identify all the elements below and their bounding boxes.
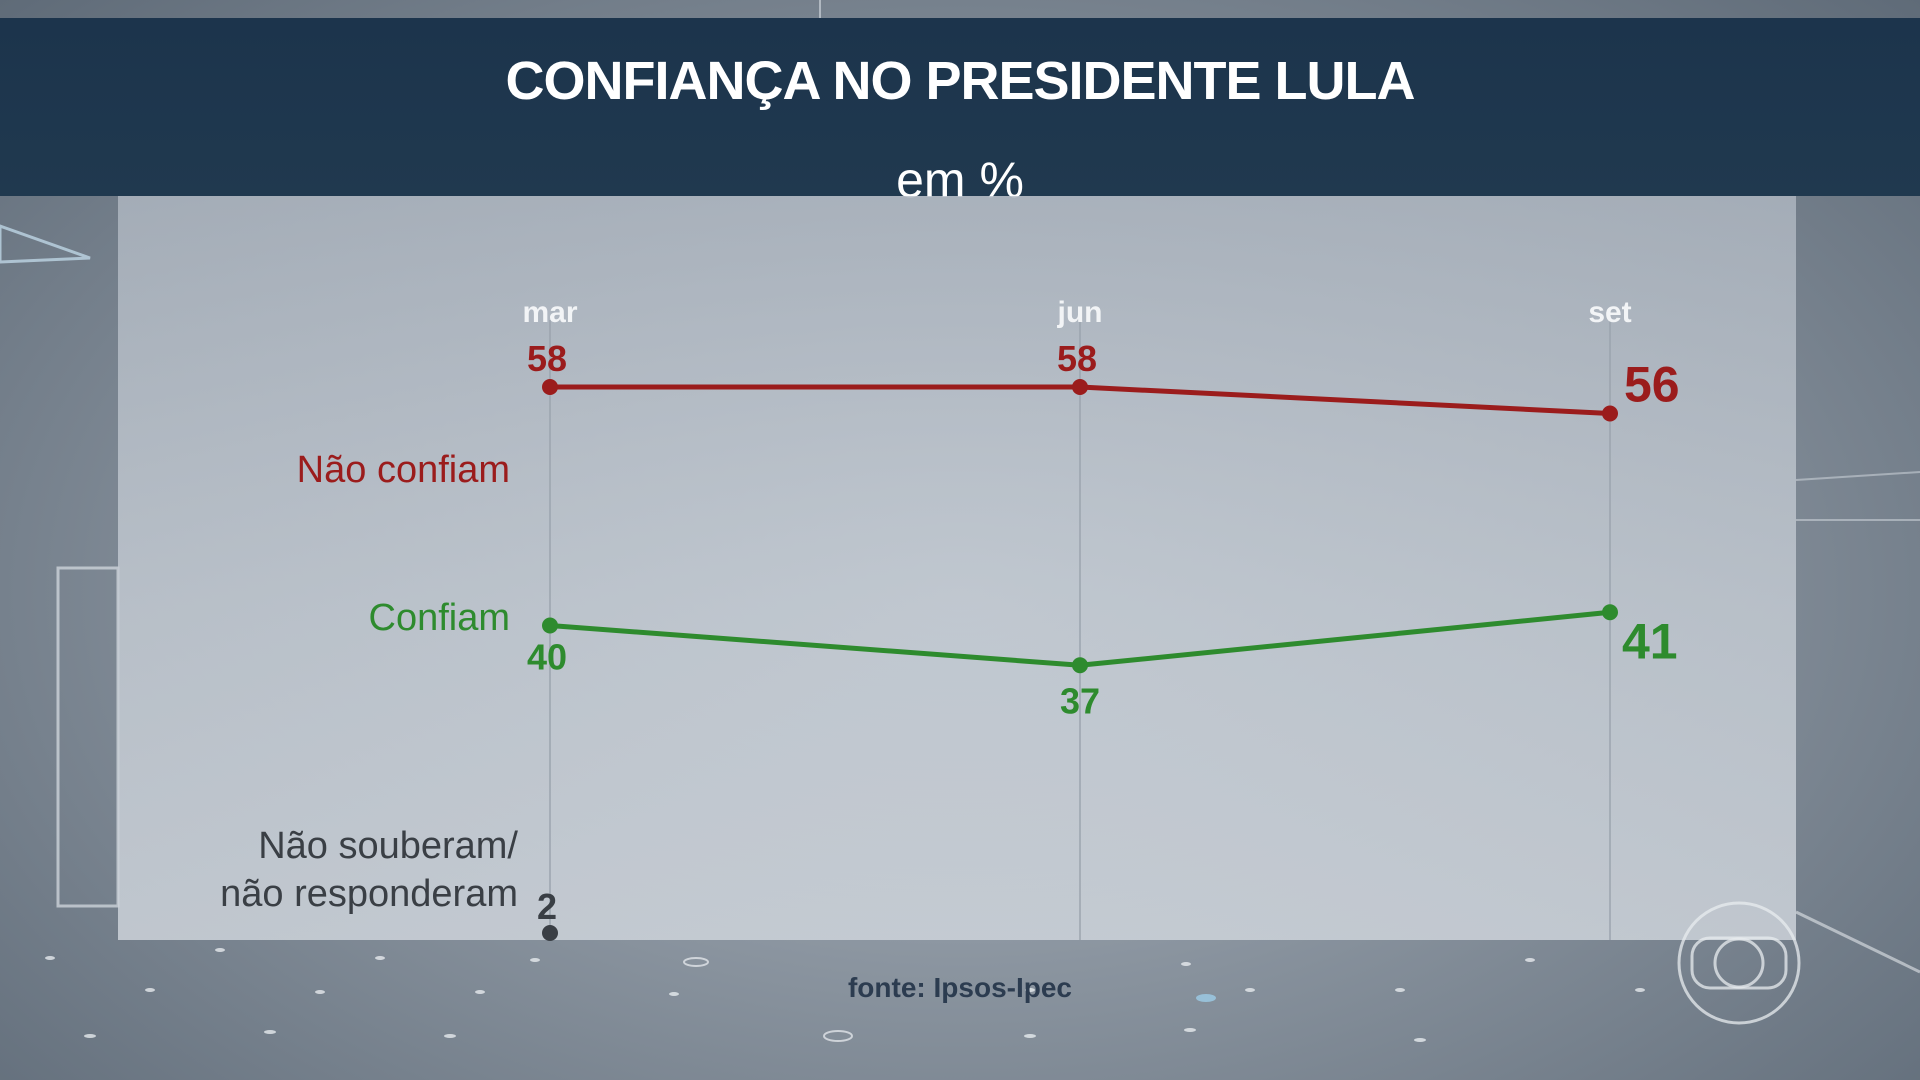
series-label-nao-confiam: Não confiam xyxy=(297,449,510,491)
tick-label-mar: mar xyxy=(522,296,577,329)
series-lines xyxy=(542,379,1618,941)
data-label-nao-confiam-jun: 58 xyxy=(1057,338,1097,379)
data-point-confiam-mar xyxy=(542,617,558,634)
tick-label-jun: jun xyxy=(1057,296,1103,329)
data-point-nao-confiam-set xyxy=(1602,405,1618,422)
data-labels: 58 58 56 Não confiam 40 37 41 Confiam 2 Não soube… xyxy=(220,338,1679,927)
tick-label-set: set xyxy=(1588,296,1631,329)
data-point-nao-confiam-jun xyxy=(1072,379,1088,395)
globo-logo-icon xyxy=(1677,901,1801,1025)
data-label-confiam-mar: 40 xyxy=(527,637,567,678)
series-label-nao-souberam: Não souberam/não responderam xyxy=(220,825,518,915)
data-label-nao-confiam-mar: 58 xyxy=(527,338,567,379)
data-point-nao-confiam-mar xyxy=(542,379,558,395)
header-bar: CONFIANÇA NO PRESIDENTE LULA em % xyxy=(0,18,1920,208)
data-label-nao-souberam-mar: 2 xyxy=(537,886,557,927)
data-label-confiam-jun: 37 xyxy=(1060,680,1100,721)
data-point-confiam-jun xyxy=(1072,657,1088,674)
series-label-confiam: Confiam xyxy=(369,597,511,639)
data-label-confiam-set: 41 xyxy=(1622,613,1678,669)
chart-title: CONFIANÇA NO PRESIDENTE LULA xyxy=(505,51,1415,111)
source-caption: fonte: Ipsos-Ipec xyxy=(847,972,1072,1003)
data-point-confiam-set xyxy=(1602,604,1618,621)
chart-panel xyxy=(118,196,1796,940)
data-point-nao-souberam-mar xyxy=(542,925,558,941)
x-axis-tick-labels: mar jun set xyxy=(522,296,1631,329)
data-label-nao-confiam-set: 56 xyxy=(1624,357,1680,413)
